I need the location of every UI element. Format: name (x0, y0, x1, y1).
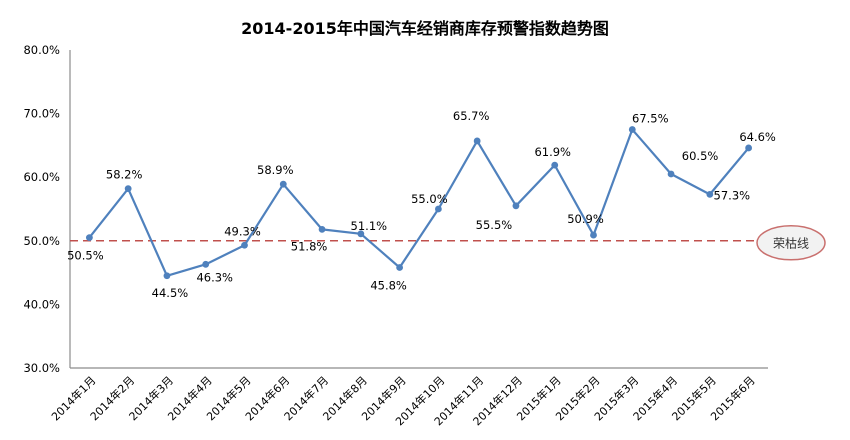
data-point-marker (473, 137, 481, 145)
data-point-label: 60.5% (682, 149, 719, 163)
data-point-label: 55.0% (411, 192, 448, 206)
data-point-marker (357, 230, 365, 238)
data-point-label: 45.8% (370, 279, 407, 293)
data-point-label: 46.3% (196, 270, 233, 284)
data-point-marker (396, 264, 404, 271)
data-point-label: 55.5% (476, 218, 513, 232)
data-point-marker (124, 185, 132, 193)
chart-title: 2014-2015年中国汽车经销商库存预警指数趋势图 (241, 19, 609, 38)
y-tick-label: 50.0% (23, 234, 60, 248)
data-point-label: 61.9% (534, 145, 571, 159)
y-tick-label: 30.0% (23, 361, 60, 375)
y-tick-label: 80.0% (23, 43, 60, 57)
data-point-marker (202, 260, 210, 268)
data-point-label: 50.9% (567, 212, 604, 226)
data-point-label: 50.5% (67, 249, 104, 263)
reference-callout-ellipse (756, 225, 826, 261)
data-point-marker (434, 205, 442, 213)
data-point-label: 51.8% (291, 239, 328, 253)
data-point-label: 64.6% (739, 130, 776, 144)
reference-callout-label: 荣枯线 (773, 235, 809, 250)
data-point-label: 44.5% (152, 286, 189, 300)
data-point-marker (628, 126, 636, 133)
data-point-marker (706, 190, 714, 198)
y-tick-label: 40.0% (23, 297, 60, 311)
data-point-marker (551, 161, 559, 169)
data-point-label: 58.9% (257, 163, 294, 177)
data-point-label: 57.3% (714, 188, 751, 202)
data-point-marker (667, 170, 675, 178)
data-point-marker (590, 231, 597, 239)
y-tick-label: 70.0% (23, 107, 60, 121)
data-point-label: 67.5% (632, 112, 669, 126)
data-point-label: 58.2% (106, 168, 143, 182)
data-point-marker (745, 144, 753, 152)
data-point-label: 65.7% (453, 109, 490, 123)
y-tick-label: 60.0% (23, 170, 60, 184)
data-point-label: 51.1% (351, 219, 388, 233)
data-point-marker (85, 234, 93, 242)
data-point-marker (163, 272, 171, 280)
trend-line (88, 128, 750, 277)
data-point-marker (241, 241, 248, 249)
data-point-marker (279, 180, 287, 188)
data-point-label: 49.3% (224, 224, 261, 238)
data-point-marker (318, 225, 326, 233)
data-point-marker (512, 202, 520, 210)
